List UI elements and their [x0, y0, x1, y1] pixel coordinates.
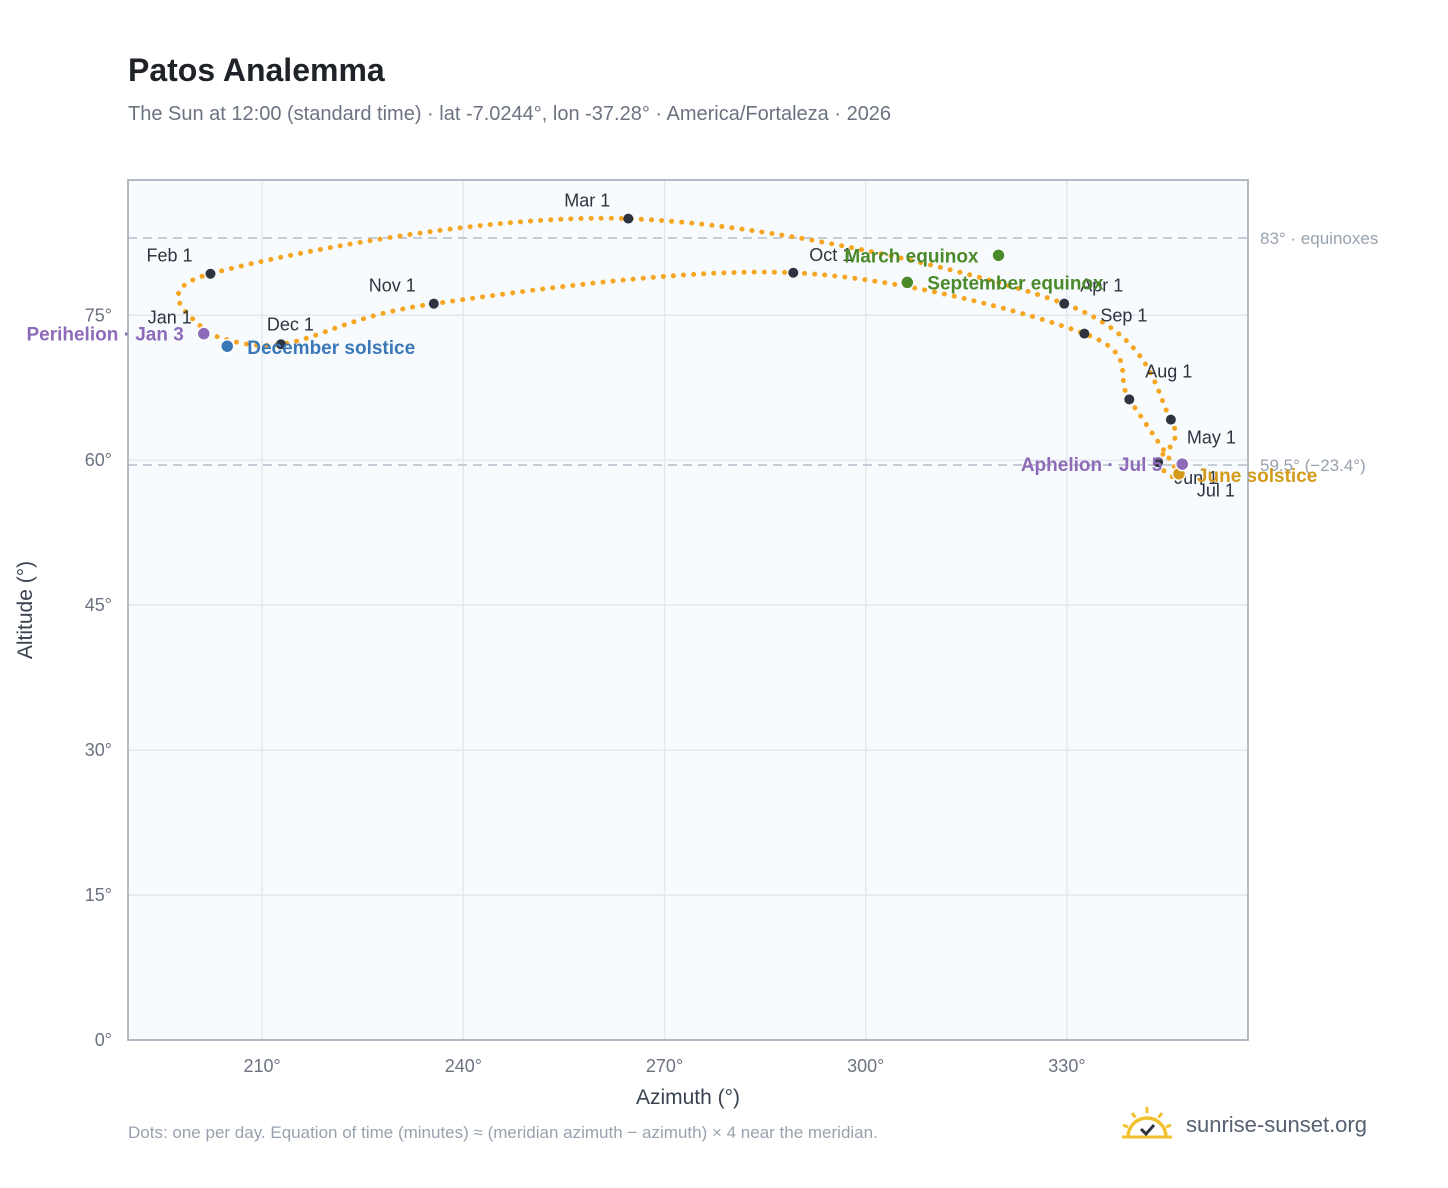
x-tick-label: 240°: [445, 1056, 482, 1076]
month-marker: [275, 339, 286, 350]
event-marker: [1175, 456, 1190, 472]
month-marker-label: Sep 1: [1100, 306, 1147, 326]
y-axis-label: Altitude (°): [14, 561, 37, 659]
month-marker-label: May 1: [1187, 428, 1236, 448]
axis-ticks: 210° 240° 270° 300° 330° 0° 15° 30° 45° 60° 75°: [85, 305, 1086, 1076]
event-marker: [220, 338, 235, 354]
x-tick-label: 300°: [847, 1056, 884, 1076]
reference-line-label: 83° · equinoxes: [1260, 229, 1378, 248]
month-marker: [1124, 394, 1135, 405]
month-marker: [1153, 457, 1164, 468]
month-marker-label: Mar 1: [564, 191, 610, 211]
month-marker-label: Dec 1: [267, 314, 314, 334]
event-label: March equinox: [844, 246, 979, 267]
event-marker: [196, 326, 212, 341]
event-label: September equinox: [927, 273, 1104, 294]
daily-sun-dots: [175, 215, 1182, 481]
y-tick-label: 45°: [85, 595, 112, 615]
month-marker: [623, 213, 634, 224]
month-marker: [428, 298, 439, 309]
brand-text: sunrise-sunset.org: [1186, 1112, 1367, 1137]
x-tick-label: 270°: [646, 1056, 683, 1076]
month-marker: [788, 267, 799, 278]
event-marker: [900, 275, 915, 290]
y-tick-label: 60°: [85, 450, 112, 470]
plot-background: [128, 180, 1248, 1040]
chart-title: Patos Analemma: [128, 52, 385, 88]
month-marker: [1079, 328, 1090, 339]
y-tick-label: 0°: [95, 1030, 112, 1050]
month-marker-label: Aug 1: [1145, 361, 1192, 381]
month-marker: [1059, 298, 1070, 309]
event-label: December solstice: [247, 338, 415, 359]
y-tick-label: 75°: [85, 305, 112, 325]
plot-frame: [127, 179, 1249, 1041]
reference-line-label: 59.5° (−23.4°): [1260, 456, 1366, 475]
month-marker-label: Oct 1: [809, 245, 852, 265]
month-marker-label: Jul 1: [1197, 481, 1235, 501]
footnote: Dots: one per day. Equation of time (min…: [128, 1123, 878, 1142]
reference-lines: 83° · equinoxes 59.5° (−23.4°): [128, 229, 1378, 475]
event-label: Perihelion · Jan 3: [26, 325, 183, 346]
month-marker: [205, 268, 216, 279]
month-marker-label: Feb 1: [146, 246, 192, 266]
event-marker: [991, 248, 1006, 263]
y-tick-label: 15°: [85, 885, 112, 905]
month-marker-label: Apr 1: [1080, 276, 1123, 296]
event-label: June solstice: [1197, 466, 1317, 487]
x-tick-label: 330°: [1048, 1056, 1085, 1076]
event-label: Aphelion · Jul 5: [1021, 455, 1163, 476]
chart-subtitle: The Sun at 12:00 (standard time) · lat -…: [128, 103, 892, 125]
x-tick-label: 210°: [244, 1056, 281, 1076]
month-marker: [1165, 414, 1176, 425]
event-markers: March equinox September equinox December s…: [26, 246, 1317, 486]
month-marker-label: Jan 1: [148, 308, 192, 328]
x-axis-label: Azimuth (°): [636, 1086, 740, 1109]
brand[interactable]: sunrise-sunset.org: [1120, 1100, 1367, 1150]
sun-logo-icon: [1122, 1107, 1172, 1139]
y-tick-label: 30°: [85, 740, 112, 760]
month-marker-label: Nov 1: [369, 276, 416, 296]
analemma-curve: [175, 215, 1182, 481]
